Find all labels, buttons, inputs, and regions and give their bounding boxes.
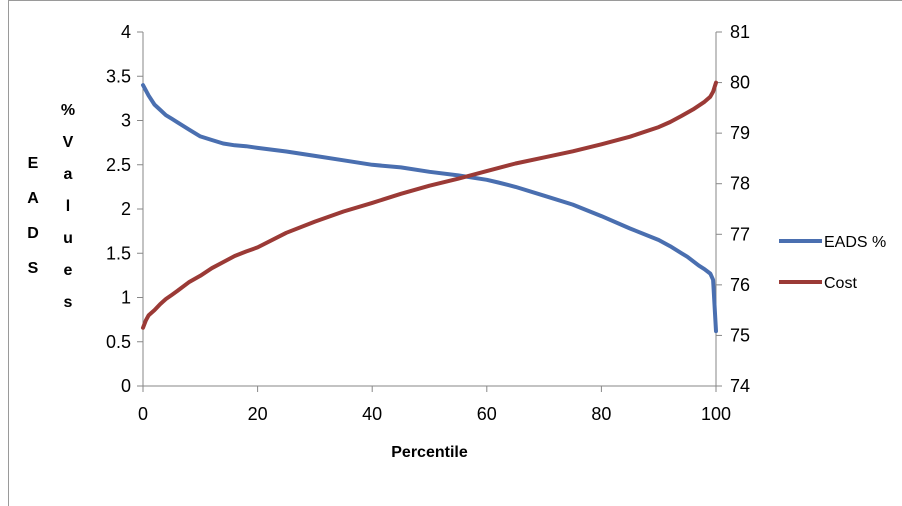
y-right-tick-label: 76 [730, 275, 750, 295]
y-axis-title-letter: V [63, 134, 74, 151]
y-left-tick-label: 0 [121, 376, 131, 396]
y-left-tick-label: 1 [121, 288, 131, 308]
series-line-eads [141, 83, 718, 334]
y-left-tick-label: 3 [121, 111, 131, 131]
x-tick-label: 100 [701, 404, 731, 424]
x-tick-label: 0 [138, 404, 148, 424]
y-right-tick-label: 79 [730, 123, 750, 143]
y-right-tick-label: 80 [730, 73, 750, 93]
labels-layer: 0 0.5 1 1.5 2 2.5 3 3.5 4 74 75 76 77 78 79 80 81 0 20 40 60… [27, 22, 750, 461]
y-left-tick-label: 4 [121, 22, 131, 42]
series-line-cost [141, 80, 718, 330]
y-axis-title-letter: e [64, 262, 73, 279]
y-axis-title-letter: A [27, 190, 39, 207]
y-right-tick-label: 77 [730, 224, 750, 244]
legend: EADS % Cost [779, 234, 886, 292]
y-right-tick-label: 78 [730, 174, 750, 194]
y-axis-title-letter: a [64, 166, 73, 183]
y-left-tick-label: 2 [121, 199, 131, 219]
y-right-tick-label: 81 [730, 22, 750, 42]
frame-border-top [8, 0, 902, 1]
y-right-tick-label: 75 [730, 325, 750, 345]
series-layer [141, 80, 718, 334]
y-axis-title-letter: s [64, 294, 73, 311]
y-axis-title-letter: D [27, 225, 39, 242]
y-left-tick-label: 2.5 [106, 155, 131, 175]
y-left-tick-label: 0.5 [106, 332, 131, 352]
y-left-tick-label: 3.5 [106, 66, 131, 86]
x-tick-label: 80 [591, 404, 611, 424]
x-axis-title: Percentile [391, 444, 468, 461]
y-axis-title-letter: E [28, 155, 39, 172]
x-tick-label: 60 [477, 404, 497, 424]
y-axis-title-letter: l [66, 198, 70, 215]
legend-label-eads: EADS % [824, 234, 886, 251]
x-tick-label: 40 [362, 404, 382, 424]
frame-border-left [8, 0, 9, 506]
y-left-tick-label: 1.5 [106, 243, 131, 263]
axes-layer [137, 31, 722, 392]
legend-label-cost: Cost [824, 275, 857, 292]
x-tick-label: 20 [248, 404, 268, 424]
y-axis-title-letter: % [61, 102, 75, 119]
y-right-tick-label: 74 [730, 376, 750, 396]
y-axis-title-letter: S [28, 260, 39, 277]
y-axis-title-letter: u [63, 230, 73, 247]
